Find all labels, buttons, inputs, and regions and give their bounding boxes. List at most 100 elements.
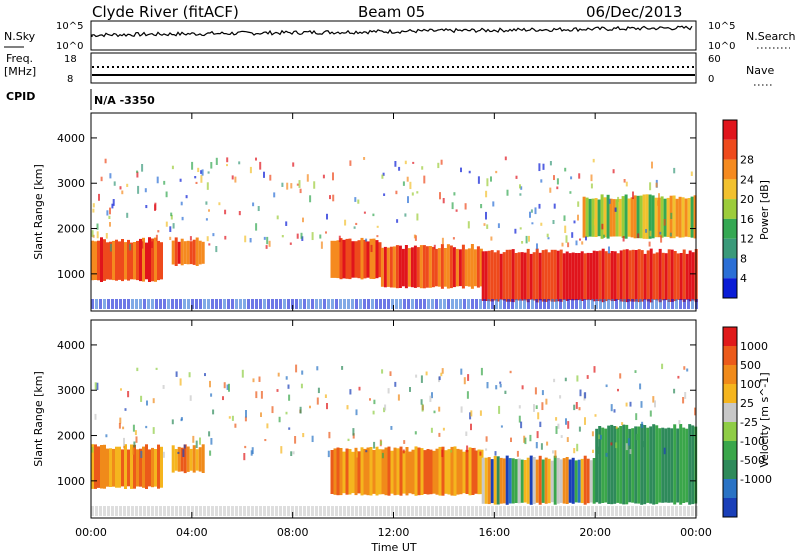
data-cell [523,506,526,516]
data-cell [660,235,663,243]
colorbar-segment [723,479,737,498]
data-cell [372,450,376,494]
data-cell [326,213,328,220]
x-tick-label: 04:00 [176,526,208,539]
data-cell [407,299,410,309]
data-cell [103,506,106,516]
data-cell [226,384,229,390]
data-cell [126,183,129,187]
data-cell [556,178,559,185]
data-cell [315,299,318,309]
data-cell [539,421,542,428]
data-cell [590,174,593,182]
data-cell [552,450,554,454]
data-cell [535,442,538,449]
data-cell [619,299,622,309]
data-cell [369,398,371,401]
x-tick-label: 00:00 [680,526,712,539]
data-cell [348,238,352,280]
data-cell [203,299,206,309]
colorbar-segment [723,346,737,365]
data-cell [122,426,125,430]
data-cell [194,176,197,179]
data-cell [469,412,472,420]
data-cell [440,159,443,165]
data-cell [615,506,618,516]
data-cell [576,375,579,382]
data-cell [287,384,290,389]
data-cell [484,457,488,504]
power-colorbar: 4 8 12 16 20 24 28 [722,119,754,299]
data-cell [523,435,526,443]
data-cell [165,221,168,227]
data-cell [561,242,564,247]
data-cell [100,176,103,182]
data-cell [529,253,533,300]
data-cell [556,457,560,504]
data-cell [622,236,625,242]
colorbar-tick-label: -100 [740,435,765,448]
data-cell [495,385,498,390]
data-cell [463,377,466,385]
data-cell [441,446,445,496]
data-cell [466,445,469,453]
data-cell [205,201,208,205]
data-cell [255,157,257,161]
data-cell [420,375,423,383]
data-cell [408,451,412,494]
data-cell [507,506,510,516]
data-cell [606,194,610,239]
data-cell [579,389,582,397]
data-cell [624,194,628,239]
data-cell [642,441,645,448]
data-cell [195,449,199,471]
data-cell [123,299,126,309]
data-cell [119,417,122,424]
data-cell [344,219,347,226]
data-cell [243,299,246,309]
data-cell [450,450,453,453]
data-cell [136,449,139,487]
data-cell [124,242,127,280]
data-cell [600,194,604,239]
data-cell [99,506,102,516]
data-cell [433,410,436,414]
data-cell [395,190,398,195]
data-cell [249,238,252,243]
data-cell [260,412,262,417]
data-cell [91,444,94,489]
data-cell [639,506,642,516]
data-cell [543,506,546,516]
data-cell [187,299,190,309]
data-cell [383,299,386,309]
data-cell [467,506,470,516]
data-cell [459,449,463,495]
data-cell [431,392,433,399]
data-cell [471,299,474,309]
data-cell [531,506,534,516]
data-cell [231,506,234,516]
data-cell [510,437,512,443]
data-cell [212,409,215,415]
data-cell [667,299,670,309]
data-cell [223,506,226,516]
data-cell [387,299,390,309]
data-cell [298,180,301,188]
data-cell [667,427,671,503]
data-cell [521,241,524,244]
data-cell [403,506,406,516]
data-cell [525,235,528,244]
data-cell [574,253,578,301]
data-cell [479,410,482,416]
data-cell [215,157,218,165]
data-cell [530,209,533,213]
data-cell [425,371,428,376]
data-cell [404,245,408,289]
data-cell [515,175,518,179]
data-cell [339,506,342,516]
data-cell [339,299,342,309]
data-cell [406,176,409,182]
data-cell [306,174,309,182]
data-cell [627,506,630,516]
freq-tick-bottom: 8 [67,74,73,85]
